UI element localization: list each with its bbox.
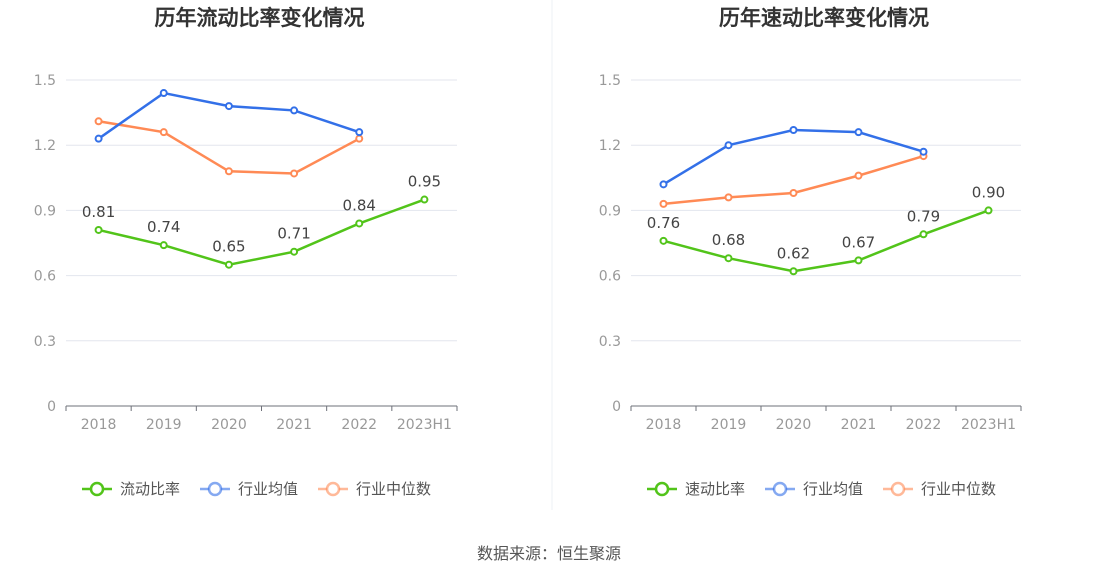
series-line-1 [97,91,360,140]
x-tick-label: 2018 [81,417,117,433]
y-tick-label: 0 [612,399,621,415]
legend-item[interactable]: 行业均值 [238,480,298,498]
x-tick-label: 2019 [711,417,747,433]
data-point [159,89,168,98]
legend-marker [654,481,670,497]
x-tick-label: 2021 [276,417,312,433]
data-point [724,141,733,150]
data-point [94,117,103,126]
x-tick-label: 2023H1 [397,417,452,433]
legend-marker [325,481,341,497]
legend-marker [772,481,788,497]
data-point [984,206,993,215]
legend-item[interactable]: 行业中位数 [921,480,996,498]
x-tick-label: 2020 [211,417,247,433]
data-point [724,254,733,263]
data-label: 0.67 [842,233,875,251]
series-line-0 [663,209,989,273]
data-point [224,260,233,269]
legend-item[interactable]: 行业均值 [803,480,863,498]
y-tick-label: 1.5 [599,73,621,89]
data-point [290,169,299,178]
y-tick-label: 0.6 [599,269,621,285]
legend-item[interactable]: 速动比率 [685,480,745,498]
data-point [724,193,733,202]
data-label: 0.81 [82,203,115,221]
data-point [789,189,798,198]
data-label: 0.90 [972,183,1005,201]
data-label: 0.79 [907,207,940,225]
data-point [854,256,863,265]
data-label: 0.65 [212,238,245,256]
data-point [659,180,668,189]
legend-marker [890,481,906,497]
data-point [659,199,668,208]
data-point [290,106,299,115]
x-tick-label: 2020 [776,417,812,433]
data-point [789,125,798,134]
data-point [94,225,103,234]
data-point [355,128,364,137]
y-tick-label: 0 [47,399,56,415]
chart-title: 历年流动比率变化情况 [155,6,365,30]
data-point [224,102,233,111]
data-point [789,267,798,276]
x-tick-label: 2019 [146,417,182,433]
y-tick-label: 0.3 [599,334,621,350]
data-point [355,219,364,228]
series-line-0 [98,198,425,267]
series-line-2 [98,120,360,175]
y-tick-label: 1.2 [599,138,621,154]
data-point [919,230,928,239]
data-point [659,236,668,245]
series-line-1 [662,128,924,186]
y-tick-label: 0.6 [34,269,56,285]
legend-marker [207,481,223,497]
data-label: 0.71 [277,225,310,243]
y-tick-label: 0.9 [599,203,621,219]
x-tick-label: 2021 [841,417,877,433]
y-tick-label: 0.9 [34,203,56,219]
legend-item[interactable]: 流动比率 [120,480,180,498]
data-label: 0.74 [147,218,180,236]
legend-item[interactable]: 行业中位数 [356,480,431,498]
data-point [420,195,429,204]
x-tick-label: 2022 [906,417,942,433]
data-point [355,134,364,143]
data-point [159,128,168,137]
source-note: 数据来源：恒生聚源 [476,544,621,563]
data-point [159,241,168,250]
data-point [290,247,299,256]
data-label: 0.76 [647,214,680,232]
data-point [224,167,233,176]
y-tick-label: 1.5 [34,73,56,89]
x-tick-label: 2022 [341,417,377,433]
data-label: 0.95 [408,173,441,191]
y-tick-label: 1.2 [34,138,56,154]
x-tick-label: 2018 [646,417,682,433]
legend-marker [89,481,105,497]
chart-title: 历年速动比率变化情况 [719,6,929,30]
data-point [919,147,928,156]
data-point [854,171,863,180]
data-label: 0.62 [777,244,810,262]
y-tick-label: 0.3 [34,334,56,350]
data-point [94,134,103,143]
data-label: 0.68 [712,231,745,249]
data-label: 0.84 [343,196,376,214]
x-tick-label: 2023H1 [961,417,1016,433]
data-point [854,128,863,137]
